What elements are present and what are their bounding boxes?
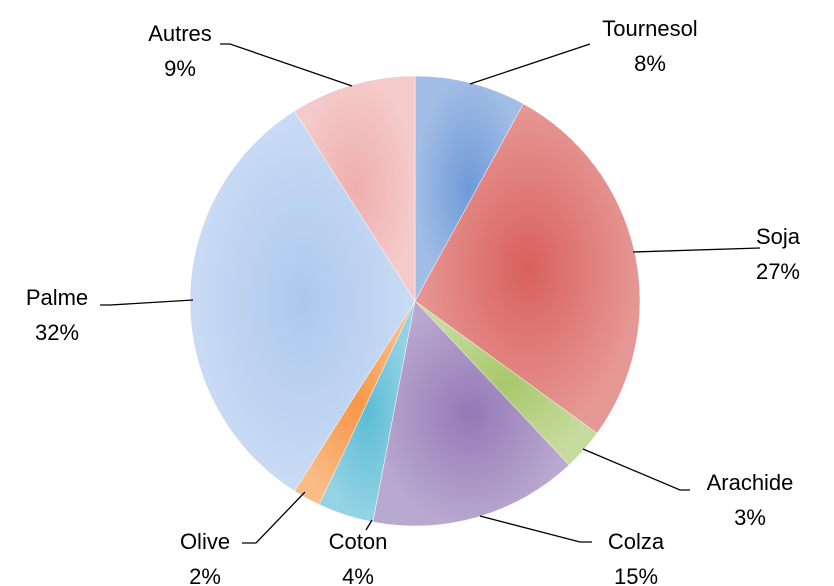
slice-shade — [294, 301, 415, 505]
slice-shade — [294, 76, 415, 301]
labels: Tournesol 8% Soja 27% Arachide 3% Colza 15% Coto… — [26, 16, 801, 586]
slice-label: Autres — [148, 21, 212, 46]
leader-line — [220, 43, 353, 87]
slice-label: Colza — [608, 529, 665, 554]
slice-value-label: 3% — [734, 505, 766, 530]
slice-shade — [189, 111, 415, 491]
slice-value-label: 9% — [164, 56, 196, 81]
slice-label: Soja — [756, 224, 801, 249]
leader-line — [100, 299, 194, 306]
slice-label: Coton — [329, 529, 388, 554]
leader-line — [479, 515, 592, 543]
slice-shade — [372, 301, 570, 527]
leader-line — [582, 448, 690, 491]
slice-value-label: 8% — [634, 51, 666, 76]
slice-label: Olive — [180, 529, 230, 554]
slice-value-label: 27% — [756, 259, 800, 284]
slice-shade — [415, 76, 524, 301]
slice-value-label: 2% — [189, 564, 221, 586]
slices — [189, 75, 641, 527]
leader-line — [632, 247, 761, 253]
slice-label: Arachide — [707, 470, 794, 495]
leader-line — [365, 519, 373, 531]
leader-line — [242, 491, 306, 544]
slice-value-label: 4% — [342, 564, 374, 586]
slice-shade — [319, 301, 415, 523]
slice-value-label: 32% — [35, 320, 79, 345]
slice-shade — [415, 103, 641, 434]
slice-value-label: 15% — [614, 564, 658, 586]
leader-line — [469, 43, 591, 85]
slice-label: Palme — [26, 285, 88, 310]
slice-shade — [415, 301, 598, 466]
slice-label: Tournesol — [602, 16, 697, 41]
